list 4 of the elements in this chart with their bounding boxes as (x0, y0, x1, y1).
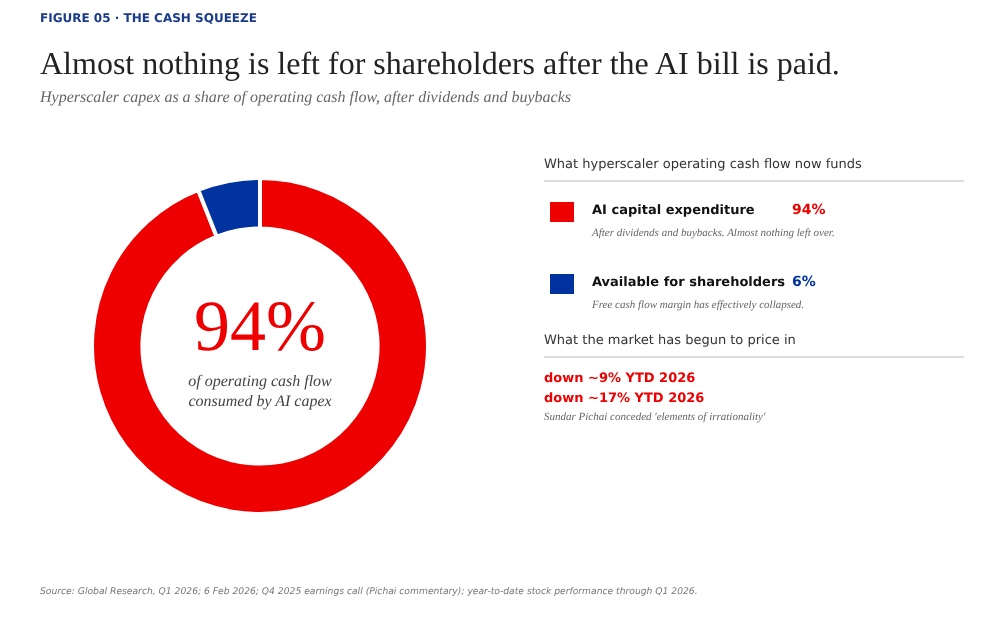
chart-title: Almost nothing is left for shareholders after the AI bill is paid. (40, 48, 840, 84)
text: 94% (194, 286, 326, 366)
text: of operating cash flow consumed by AI capex (188, 372, 334, 410)
chart-subtitle: Hyperscaler capex as a share of operating cash flow, after dividends and buybacks (40, 88, 572, 106)
